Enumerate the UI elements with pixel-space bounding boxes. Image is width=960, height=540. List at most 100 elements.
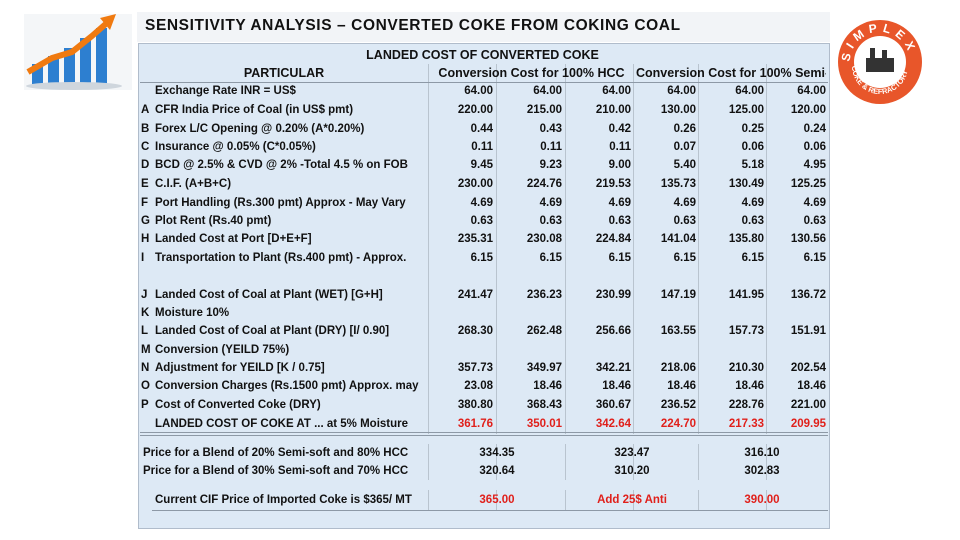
- row-label: C.I.F. (A+B+C): [155, 178, 232, 190]
- cell-value: 18.46: [667, 380, 696, 392]
- column-header: Conversion Cost for 100% HCC: [438, 66, 625, 80]
- cell-value: 125.00: [728, 104, 764, 116]
- cell-value: 6.15: [470, 252, 493, 264]
- cell-value: 0.63: [470, 215, 493, 227]
- cell-value: 18.46: [602, 380, 631, 392]
- cell-value: 228.76: [728, 399, 764, 411]
- cell-value: 0.24: [803, 123, 826, 135]
- current-label: Current CIF Price of Imported Coke is $3…: [155, 494, 412, 506]
- cell-value: 4.69: [803, 197, 826, 209]
- cell-value: 4.69: [470, 197, 493, 209]
- cell-value: 236.23: [526, 289, 562, 301]
- cell-value: 0.11: [471, 141, 493, 153]
- row-line: [152, 510, 828, 511]
- row-letter: O: [141, 380, 150, 392]
- cell-value: 0.07: [673, 141, 696, 153]
- blend-value: 323.47: [614, 447, 650, 459]
- cell-value: 0.26: [673, 123, 696, 135]
- row-letter: M: [141, 344, 151, 356]
- column-line: [766, 490, 767, 510]
- cell-value: 151.91: [790, 325, 826, 337]
- cell-value: 0.43: [539, 123, 562, 135]
- column-line: [565, 444, 566, 480]
- row-letter: N: [141, 362, 150, 374]
- cell-value: 163.55: [660, 325, 696, 337]
- cell-value: 6.15: [673, 252, 696, 264]
- cell-value: 9.45: [470, 159, 493, 171]
- blend-value: 334.35: [479, 447, 515, 459]
- column-line: [496, 64, 497, 434]
- column-line: [633, 64, 634, 434]
- cell-value: 136.72: [790, 289, 826, 301]
- cell-value: 6.15: [741, 252, 764, 264]
- cell-value: 0.63: [608, 215, 631, 227]
- cell-value: 0.42: [608, 123, 631, 135]
- slide-title: SENSITIVITY ANALYSIS – CONVERTED COKE FR…: [145, 17, 681, 34]
- column-line: [698, 444, 699, 480]
- row-letter: G: [141, 215, 150, 227]
- cell-value: 0.63: [803, 215, 826, 227]
- cell-value: 18.46: [735, 380, 764, 392]
- cell-value: 64.00: [797, 85, 826, 97]
- cell-value: 236.52: [660, 399, 696, 411]
- column-line: [766, 444, 767, 480]
- current-value: Add 25$ Anti: [597, 494, 667, 506]
- cell-value: 202.54: [790, 362, 826, 374]
- column-header: Conversion Cost for 100% Semi-: [636, 66, 826, 80]
- cell-value: 18.46: [533, 380, 562, 392]
- cell-value: 219.53: [595, 178, 631, 190]
- row-letter: B: [141, 123, 150, 135]
- cell-value: 141.95: [728, 289, 764, 301]
- current-value: 390.00: [744, 494, 780, 506]
- cell-value: 0.11: [540, 141, 562, 153]
- blend-label: Price for a Blend of 20% Semi-soft and 8…: [143, 447, 409, 459]
- row-label: Landed Cost of Coal at Plant (WET) [G+H]: [155, 289, 383, 301]
- cell-value: 220.00: [457, 104, 493, 116]
- cell-value: 18.46: [797, 380, 826, 392]
- row-label: Port Handling (Rs.300 pmt) Approx - May …: [155, 197, 406, 209]
- cell-value: 361.76: [457, 418, 493, 430]
- cell-value: 4.95: [803, 159, 826, 171]
- row-line: [140, 432, 828, 433]
- row-letter: F: [141, 197, 149, 209]
- cell-value: 135.73: [660, 178, 696, 190]
- cell-value: 4.69: [539, 197, 562, 209]
- blend-value: 310.20: [614, 465, 650, 477]
- cell-value: 130.49: [728, 178, 764, 190]
- column-line: [428, 490, 429, 510]
- cell-value: 64.00: [735, 85, 764, 97]
- simplex-logo: SIMPLEX COKE & REFRACTORY: [838, 20, 922, 104]
- cell-value: 6.15: [539, 252, 562, 264]
- cell-value: 262.48: [526, 325, 562, 337]
- cell-value: 5.40: [673, 159, 696, 171]
- row-letter: A: [141, 104, 150, 116]
- row-label: Moisture 10%: [155, 307, 230, 319]
- row-letter: L: [141, 325, 149, 337]
- cell-value: 218.06: [660, 362, 696, 374]
- cell-value: 141.04: [660, 233, 696, 245]
- cell-value: 0.63: [673, 215, 696, 227]
- cell-value: 209.95: [790, 418, 826, 430]
- cell-value: 224.84: [595, 233, 631, 245]
- cell-value: 64.00: [602, 85, 631, 97]
- column-line: [428, 444, 429, 480]
- cell-value: 230.99: [595, 289, 631, 301]
- row-letter: E: [141, 178, 149, 190]
- cell-value: 224.70: [660, 418, 696, 430]
- row-label: Adjustment for YEILD [K / 0.75]: [155, 362, 325, 374]
- row-label: Landed Cost of Coal at Plant (DRY) [I/ 0…: [155, 325, 390, 337]
- cell-value: 210.00: [595, 104, 631, 116]
- cell-value: 0.06: [741, 141, 764, 153]
- cell-value: 9.00: [608, 159, 631, 171]
- cell-value: 230.00: [457, 178, 493, 190]
- cell-value: 6.15: [803, 252, 826, 264]
- row-label: Conversion Charges (Rs.1500 pmt) Approx.…: [155, 380, 419, 392]
- column-line: [633, 444, 634, 480]
- row-label: Landed Cost at Port [D+E+F]: [155, 233, 312, 245]
- column-line: [496, 490, 497, 510]
- cell-value: 6.15: [608, 252, 631, 264]
- table-title: LANDED COST OF CONVERTED COKE: [366, 48, 599, 62]
- cell-value: 224.76: [526, 178, 562, 190]
- cell-value: 350.01: [526, 418, 562, 430]
- cell-value: 380.80: [457, 399, 493, 411]
